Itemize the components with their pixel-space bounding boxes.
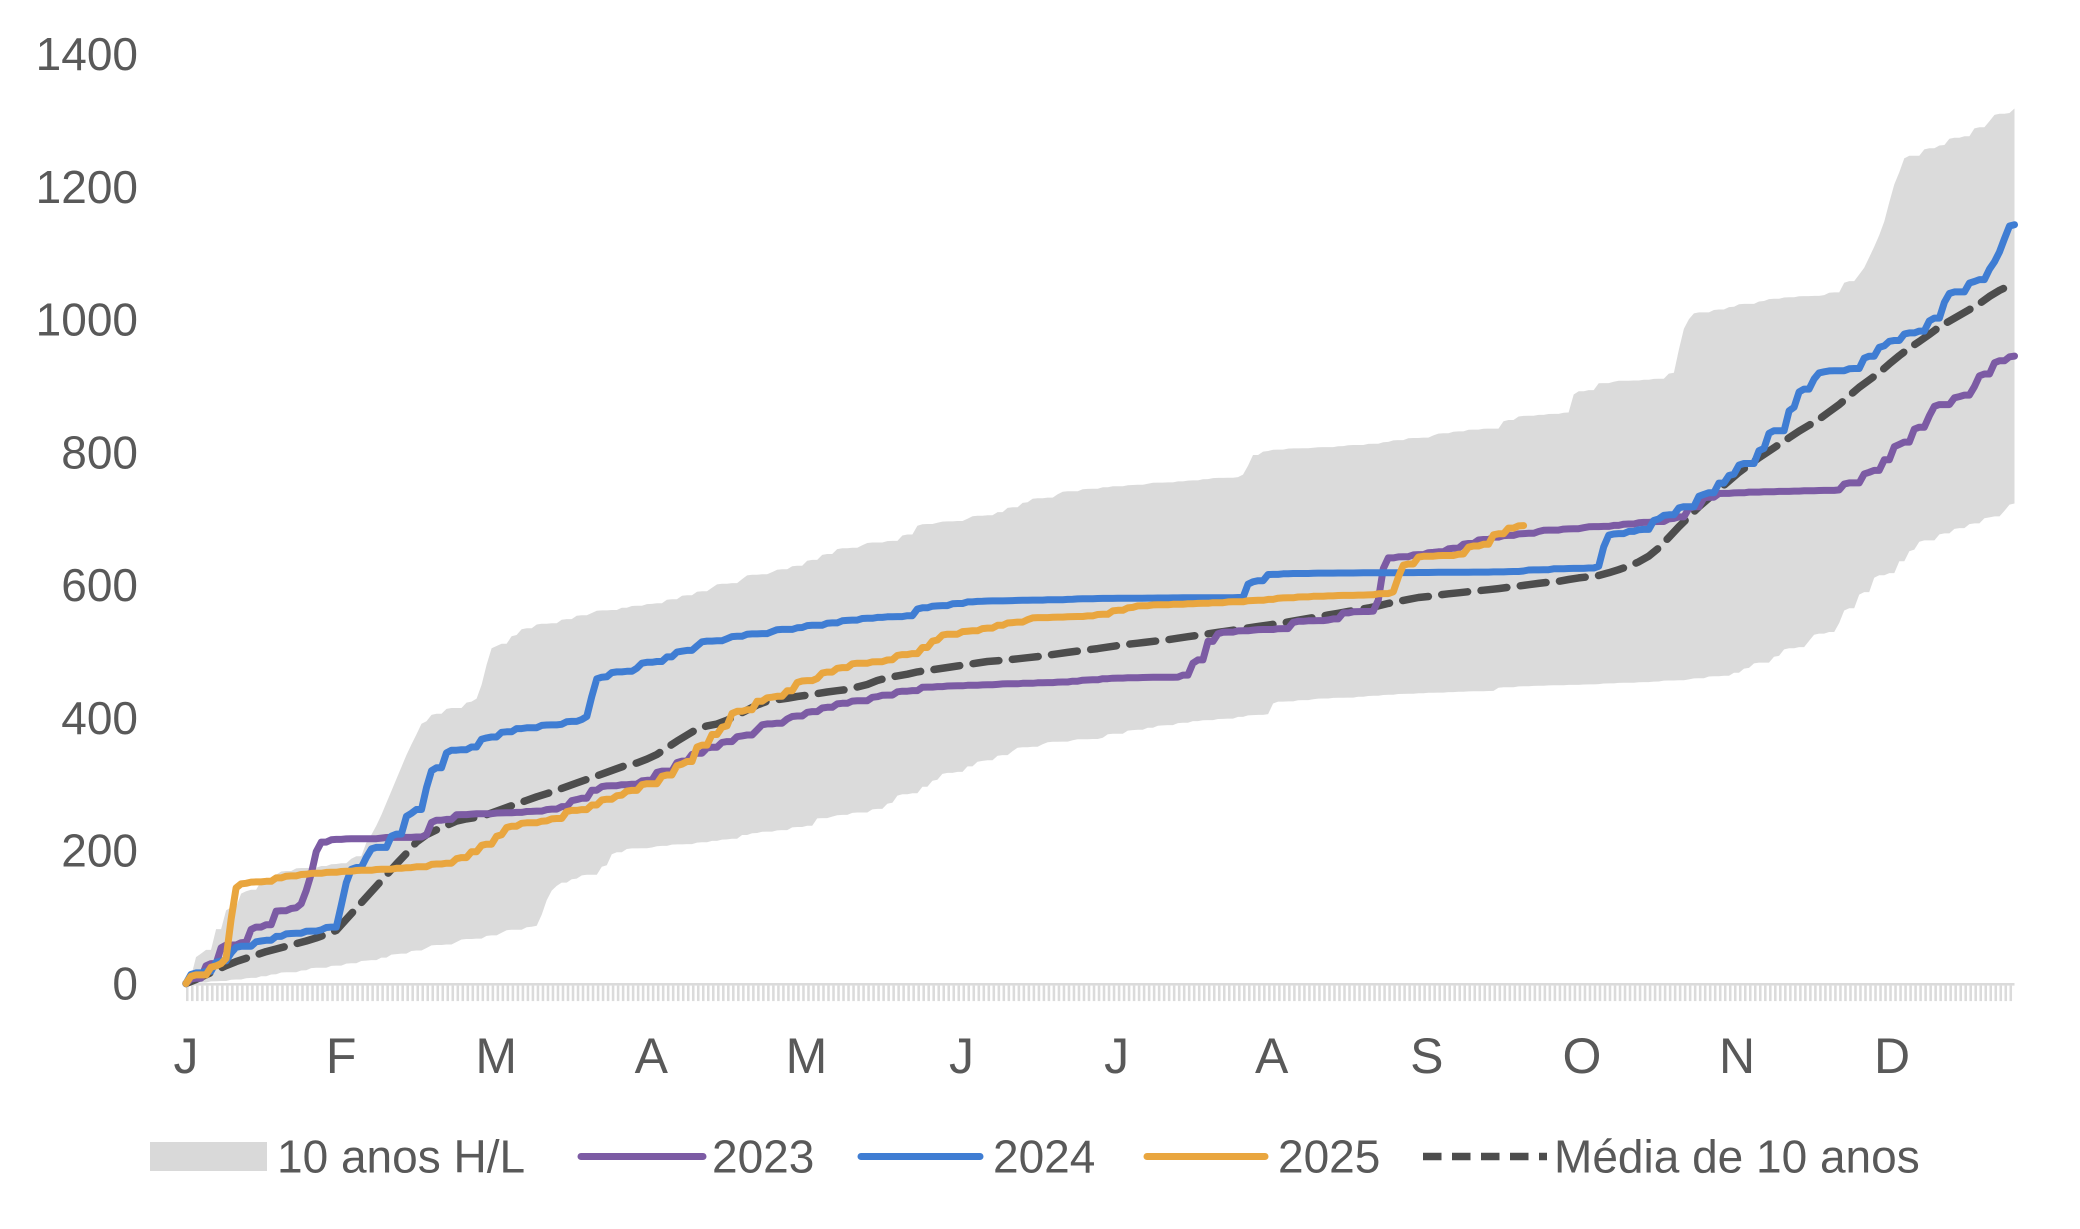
svg-text:J: J [1104, 1028, 1129, 1084]
svg-text:2024: 2024 [993, 1131, 1095, 1183]
svg-text:A: A [1255, 1028, 1289, 1084]
svg-text:M: M [475, 1028, 517, 1084]
svg-text:2025: 2025 [1278, 1131, 1380, 1183]
svg-text:1000: 1000 [36, 294, 138, 346]
svg-text:2023: 2023 [712, 1131, 814, 1183]
svg-text:600: 600 [61, 559, 138, 611]
svg-text:200: 200 [61, 825, 138, 877]
svg-text:Média de 10 anos: Média de 10 anos [1554, 1131, 1920, 1183]
svg-text:400: 400 [61, 692, 138, 744]
svg-text:10 anos H/L: 10 anos H/L [277, 1131, 525, 1183]
svg-text:S: S [1410, 1028, 1443, 1084]
svg-text:F: F [326, 1028, 357, 1084]
svg-text:O: O [1562, 1028, 1601, 1084]
svg-text:1400: 1400 [36, 28, 138, 80]
svg-text:0: 0 [112, 958, 138, 1010]
svg-text:J: J [174, 1028, 199, 1084]
svg-text:D: D [1874, 1028, 1910, 1084]
svg-text:M: M [786, 1028, 828, 1084]
svg-text:A: A [635, 1028, 669, 1084]
svg-text:N: N [1719, 1028, 1755, 1084]
svg-text:1200: 1200 [36, 161, 138, 213]
svg-text:J: J [949, 1028, 974, 1084]
svg-text:800: 800 [61, 426, 138, 478]
